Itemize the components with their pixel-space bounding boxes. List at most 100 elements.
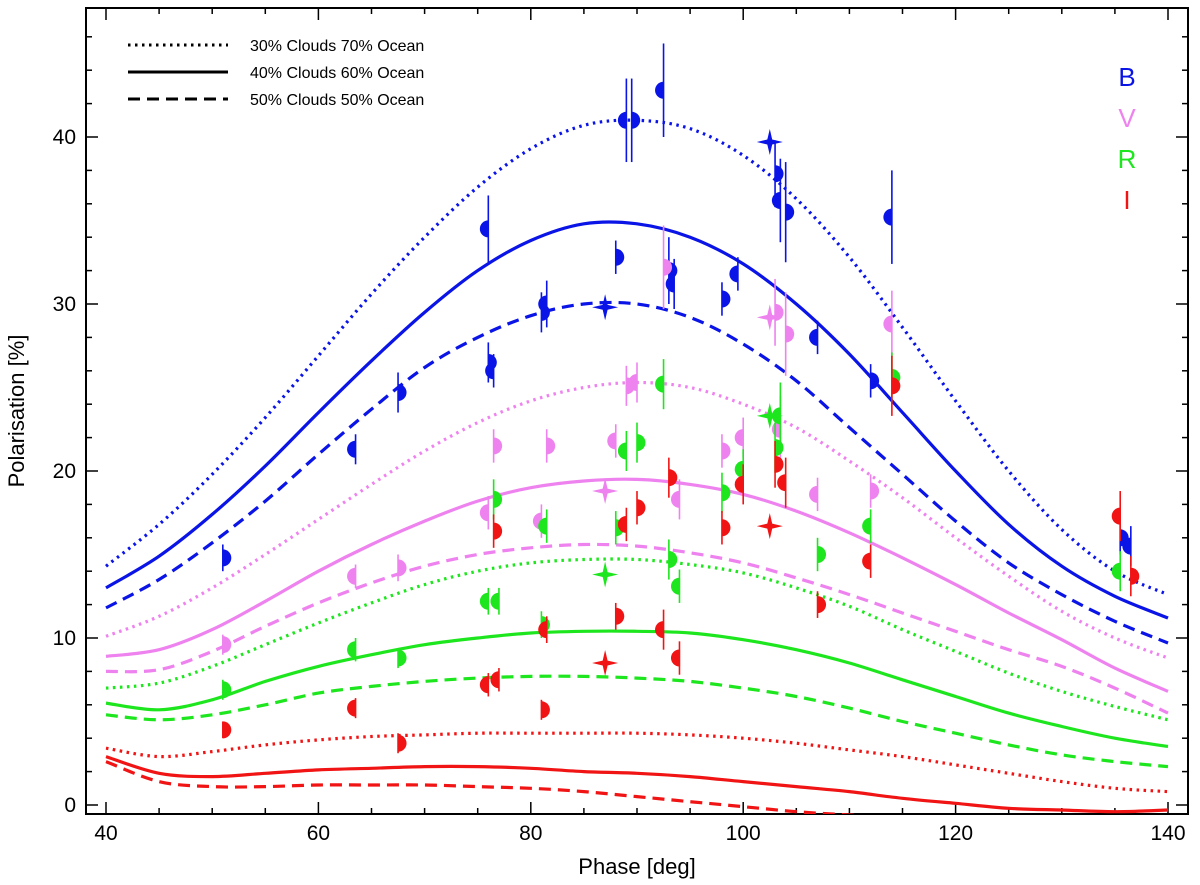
band-label-v: V <box>1118 103 1136 133</box>
data-point-v <box>628 373 637 391</box>
data-point-b <box>775 165 784 183</box>
x-tick-label: 100 <box>726 822 761 845</box>
data-point-i <box>493 522 503 540</box>
data-point-i <box>479 676 489 694</box>
data-point-r <box>862 517 871 535</box>
data-point-r <box>817 546 827 563</box>
data-point-i <box>1130 567 1140 585</box>
data-point-v <box>721 442 731 460</box>
data-point-b <box>771 191 781 209</box>
data-point-r <box>493 490 503 508</box>
axis-ticks <box>86 8 1188 814</box>
data-point-r <box>347 641 356 659</box>
model-curve-i-solid <box>105 755 1169 814</box>
data-point-i <box>777 474 786 492</box>
data-point-b <box>398 384 407 402</box>
legend-label: 30% Clouds 70% Ocean <box>250 38 424 55</box>
axis-tick-labels: 40 60 80 100 120 140 0 10 20 30 40 <box>53 126 1186 845</box>
data-point-r <box>490 592 499 610</box>
data-point-b <box>538 295 547 313</box>
data-point-i <box>347 699 356 717</box>
data-point-r <box>775 439 784 457</box>
star-point-b <box>592 294 619 321</box>
y-tick-label: 40 <box>53 126 76 149</box>
band-label-i: I <box>1123 185 1130 215</box>
x-tick-label: 40 <box>94 822 117 845</box>
star-point-v <box>756 304 783 331</box>
data-point-b <box>347 440 356 458</box>
data-point-i <box>222 721 232 739</box>
data-point-b <box>222 549 232 567</box>
band-label-b: B <box>1118 62 1135 92</box>
data-point-v <box>546 437 556 455</box>
star-point-i <box>756 513 783 540</box>
x-tick-label: 120 <box>938 822 973 845</box>
data-point-i <box>541 701 550 719</box>
model-curve-b-solid <box>105 220 1169 620</box>
data-point-r <box>479 592 489 610</box>
data-point-r <box>670 577 680 595</box>
model-curve-v-dotted <box>105 380 1169 660</box>
data-point-b <box>631 111 641 129</box>
y-axis-title: Polarisation [%] <box>4 335 29 488</box>
data-point-b <box>809 328 818 346</box>
data-point-i <box>1111 507 1121 525</box>
data-point-b <box>665 275 675 293</box>
model-curve-i-dashed <box>105 760 859 814</box>
x-axis-title: Phase [deg] <box>578 854 695 879</box>
x-tick-label: 140 <box>1150 822 1185 845</box>
y-tick-label: 10 <box>53 627 76 650</box>
y-tick-label: 30 <box>53 293 76 316</box>
data-point-i <box>775 455 784 473</box>
star-point-r <box>756 402 783 429</box>
legend: 30% Clouds 70% Ocean 40% Clouds 60% Ocean… <box>128 38 424 109</box>
model-curve-v-dashed <box>105 542 1169 715</box>
data-point-r <box>655 375 664 393</box>
model-curve-r-solid <box>105 629 1169 749</box>
data-point-r <box>668 551 678 569</box>
model-curve-b-dashed <box>105 300 1169 645</box>
data-point-v <box>883 315 892 333</box>
data-point-b <box>615 248 625 266</box>
data-point-v <box>493 437 503 455</box>
data-point-b <box>617 111 627 129</box>
data-point-i <box>615 607 625 625</box>
data-point-v <box>607 432 616 450</box>
data-point-r <box>1111 562 1121 580</box>
data-point-b <box>1122 537 1131 555</box>
data-point-i <box>398 734 407 752</box>
star-point-r <box>592 561 619 588</box>
observation-points <box>222 43 1140 754</box>
data-point-r <box>734 460 744 478</box>
model-curves <box>105 118 1169 814</box>
data-point-i <box>734 475 744 493</box>
data-point-b <box>485 362 494 380</box>
legend-label: 50% Clouds 50% Ocean <box>250 92 424 109</box>
x-tick-label: 60 <box>307 822 330 845</box>
data-point-i <box>490 671 499 689</box>
band-label-r: R <box>1118 144 1137 174</box>
data-point-i <box>817 596 827 614</box>
data-point-v <box>479 504 489 522</box>
data-point-b <box>479 220 489 238</box>
model-curve-v-solid <box>105 477 1169 693</box>
star-point-i <box>592 650 619 676</box>
data-point-i <box>891 377 901 395</box>
x-tick-label: 80 <box>519 822 542 845</box>
data-point-i <box>862 552 871 570</box>
y-tick-label: 0 <box>64 794 76 817</box>
data-point-b <box>729 265 738 283</box>
plot-frame <box>85 7 1189 815</box>
data-point-v <box>809 485 818 503</box>
data-point-i <box>538 621 547 639</box>
data-point-v <box>347 567 356 585</box>
data-point-i <box>721 519 731 537</box>
data-point-v <box>771 420 781 438</box>
data-point-b <box>870 372 880 390</box>
data-point-r <box>617 442 627 460</box>
data-point-v <box>870 482 880 500</box>
model-curve-r-dashed <box>105 674 1169 769</box>
y-tick-label: 20 <box>53 460 76 483</box>
data-point-b <box>883 208 892 226</box>
